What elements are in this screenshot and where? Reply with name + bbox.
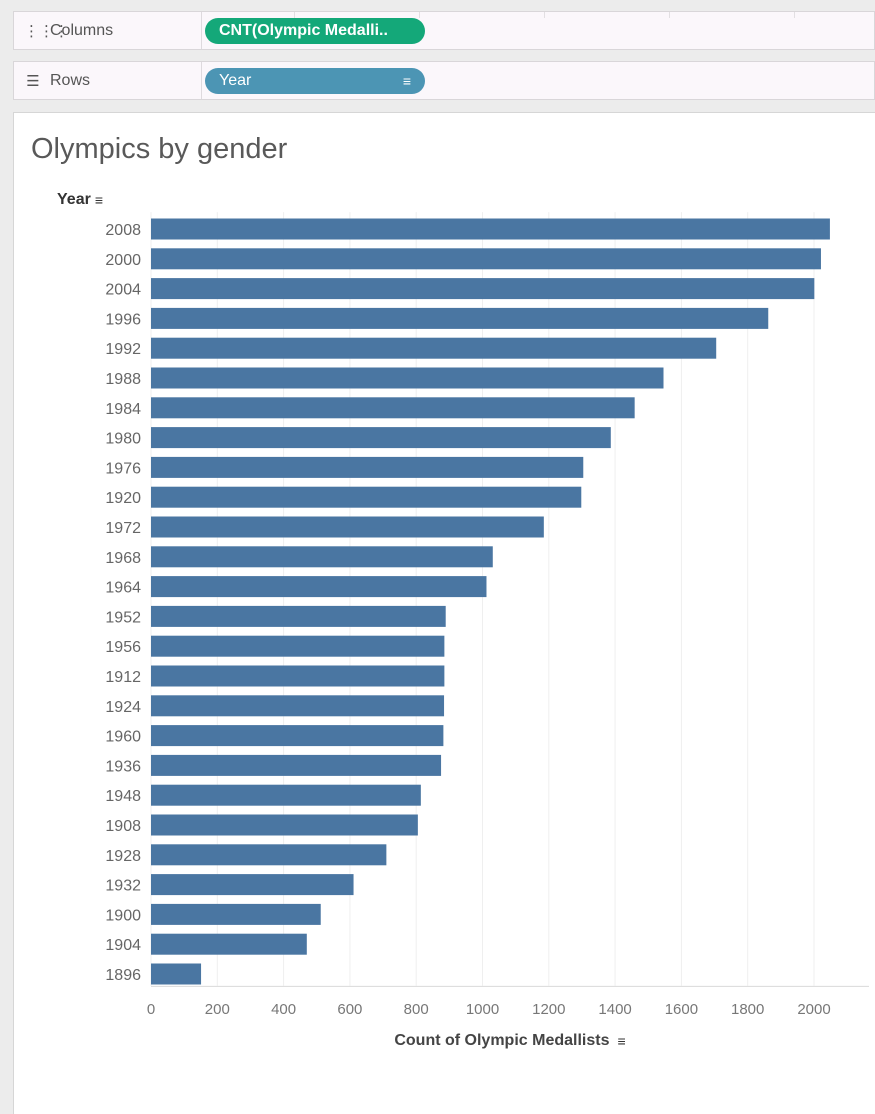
columns-pill-label: CNT(Olympic Medalli.. xyxy=(219,22,388,39)
bar[interactable] xyxy=(151,427,611,449)
category-label: 1988 xyxy=(105,371,141,388)
rows-shelf: ☰ Rows Year ≡ xyxy=(13,61,875,100)
x-axis-title: Count of Olympic Medallists xyxy=(394,1032,610,1049)
columns-shelf: ⋮⋮⋮ Columns CNT(Olympic Medalli.. xyxy=(13,11,875,50)
bar[interactable] xyxy=(151,754,442,776)
row-header-label: Year xyxy=(57,191,91,208)
category-label: 1948 xyxy=(105,788,141,805)
category-label: 1956 xyxy=(105,639,141,656)
chart-title: Olympics by gender xyxy=(31,133,288,165)
rows-shelf-label: ☰ Rows xyxy=(24,62,90,99)
sort-icon[interactable]: ≡ xyxy=(94,192,103,208)
x-tick-label: 1200 xyxy=(532,1001,565,1018)
category-label: 2004 xyxy=(105,282,141,299)
category-label: 1924 xyxy=(105,699,141,716)
category-label: 2008 xyxy=(105,222,141,239)
shelf-divider xyxy=(201,12,202,49)
category-label: 1912 xyxy=(105,669,141,686)
sort-descending-icon[interactable]: ≡ xyxy=(402,73,411,89)
category-label: 1996 xyxy=(105,311,141,328)
bar[interactable] xyxy=(151,933,307,955)
rows-pill[interactable]: Year ≡ xyxy=(205,68,425,94)
category-label: 1936 xyxy=(105,758,141,775)
bar[interactable] xyxy=(151,218,830,240)
sort-icon[interactable]: ≡ xyxy=(617,1033,626,1049)
x-tick-label: 1600 xyxy=(665,1001,698,1018)
x-tick-label: 0 xyxy=(147,1001,155,1018)
bar[interactable] xyxy=(151,278,815,300)
bar[interactable] xyxy=(151,486,582,508)
bar[interactable] xyxy=(151,874,354,896)
bar[interactable] xyxy=(151,516,544,538)
bar[interactable] xyxy=(151,605,446,627)
bar[interactable] xyxy=(151,844,387,866)
x-axis-title-row: Count of Olympic Medallists ≡ xyxy=(14,1032,875,1050)
category-label: 1968 xyxy=(105,550,141,567)
x-tick-label: 600 xyxy=(337,1001,362,1018)
category-label: 1908 xyxy=(105,818,141,835)
category-label: 1904 xyxy=(105,937,141,954)
bar[interactable] xyxy=(151,635,445,657)
category-label: 1960 xyxy=(105,729,141,746)
bar[interactable] xyxy=(151,576,487,598)
bar[interactable] xyxy=(151,695,445,717)
bar[interactable] xyxy=(151,367,664,389)
rows-icon: ☰ xyxy=(26,72,40,90)
rows-pill-label: Year xyxy=(219,72,252,89)
x-tick-label: 200 xyxy=(205,1001,230,1018)
row-header-year[interactable]: Year ≡ xyxy=(57,191,103,209)
x-tick-label: 1400 xyxy=(598,1001,631,1018)
bar[interactable] xyxy=(151,456,584,478)
category-label: 1976 xyxy=(105,460,141,477)
category-label: 1984 xyxy=(105,401,141,418)
bar[interactable] xyxy=(151,546,493,568)
category-label: 1992 xyxy=(105,341,141,358)
rows-label: Rows xyxy=(50,71,91,89)
category-label: 2000 xyxy=(105,252,141,269)
bar[interactable] xyxy=(151,307,769,329)
bar[interactable] xyxy=(151,963,202,985)
x-tick-label: 1000 xyxy=(466,1001,499,1018)
columns-shelf-label: ⋮⋮⋮ Columns xyxy=(24,12,113,49)
category-label: 1896 xyxy=(105,967,141,984)
category-label: 1980 xyxy=(105,431,141,448)
x-tick-label: 1800 xyxy=(731,1001,764,1018)
bar[interactable] xyxy=(151,784,421,806)
columns-label: Columns xyxy=(50,21,114,39)
bar[interactable] xyxy=(151,903,321,925)
x-tick-label: 400 xyxy=(271,1001,296,1018)
category-label: 1932 xyxy=(105,878,141,895)
bar[interactable] xyxy=(151,397,635,419)
columns-pill[interactable]: CNT(Olympic Medalli.. xyxy=(205,18,425,44)
category-label: 1920 xyxy=(105,490,141,507)
x-tick-label: 800 xyxy=(404,1001,429,1018)
category-label: 1964 xyxy=(105,580,141,597)
bar[interactable] xyxy=(151,665,445,687)
shelf-divider xyxy=(201,62,202,99)
category-label: 1952 xyxy=(105,609,141,626)
bar[interactable] xyxy=(151,337,717,359)
x-tick-label: 2000 xyxy=(797,1001,830,1018)
bar[interactable] xyxy=(151,725,444,747)
bar-chart: 2008200020041996199219881984198019761920… xyxy=(105,212,869,1018)
category-label: 1928 xyxy=(105,848,141,865)
bar[interactable] xyxy=(151,248,821,270)
category-label: 1900 xyxy=(105,907,141,924)
worksheet: Olympics by gender Year ≡ 2008 2000 2004 19… xyxy=(13,112,875,1114)
bar[interactable] xyxy=(151,814,418,836)
category-label: 1972 xyxy=(105,520,141,537)
columns-icon: ⋮⋮⋮ xyxy=(24,22,69,40)
